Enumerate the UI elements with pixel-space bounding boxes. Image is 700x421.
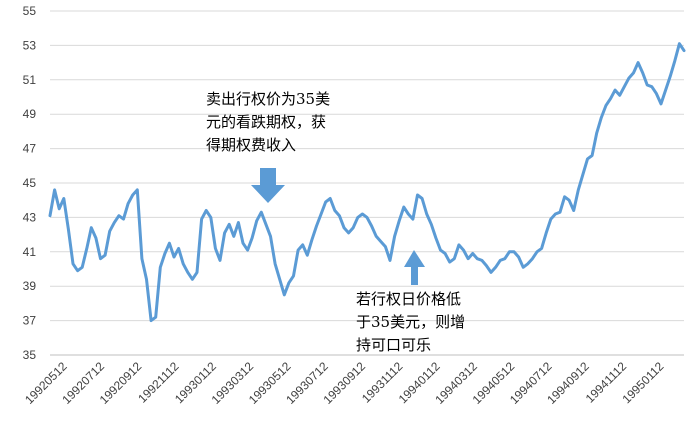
y-tick-label: 43 [23,210,37,224]
if-price-low-line-3: 持可口可乐 [356,336,431,354]
y-tick-label: 47 [23,142,37,156]
up-arrow-marker [404,250,425,285]
y-tick-label: 53 [23,38,37,52]
if-price-low-line-1: 若行权日价格低 [356,290,461,308]
y-axis-tick-labels: 35 37 39 41 43 45 47 49 51 53 55 [23,4,37,362]
y-tick-label: 41 [23,245,37,259]
y-tick-label: 37 [23,314,37,328]
x-axis-tick-labels: 1992051219920712199209121992111219930112… [22,359,667,407]
if-price-low-line-2: 于35美元，则增 [356,313,465,331]
put-sold-line-2: 元的看跌期权，获 [206,113,326,131]
down-arrow-marker [251,168,285,203]
price-series-line [48,42,686,323]
y-tick-label: 49 [23,107,37,121]
horizontal-gridlines [50,10,684,322]
x-tick-label: 19950112 [619,359,666,406]
put-sold-annotation: 卖出行权价为35美 元的看跌期权，获 得期权费收入 [206,90,330,154]
if-price-low-annotation: 若行权日价格低 于35美元，则增 持可口可乐 [356,290,465,354]
y-tick-label: 55 [23,4,37,18]
put-sold-line-3: 得期权费收入 [206,136,296,154]
put-sold-line-1: 卖出行权价为35美 [206,90,330,108]
y-tick-label: 45 [23,176,37,190]
y-tick-label: 51 [23,73,37,87]
y-tick-label: 35 [23,348,37,362]
y-tick-label: 39 [23,279,37,293]
